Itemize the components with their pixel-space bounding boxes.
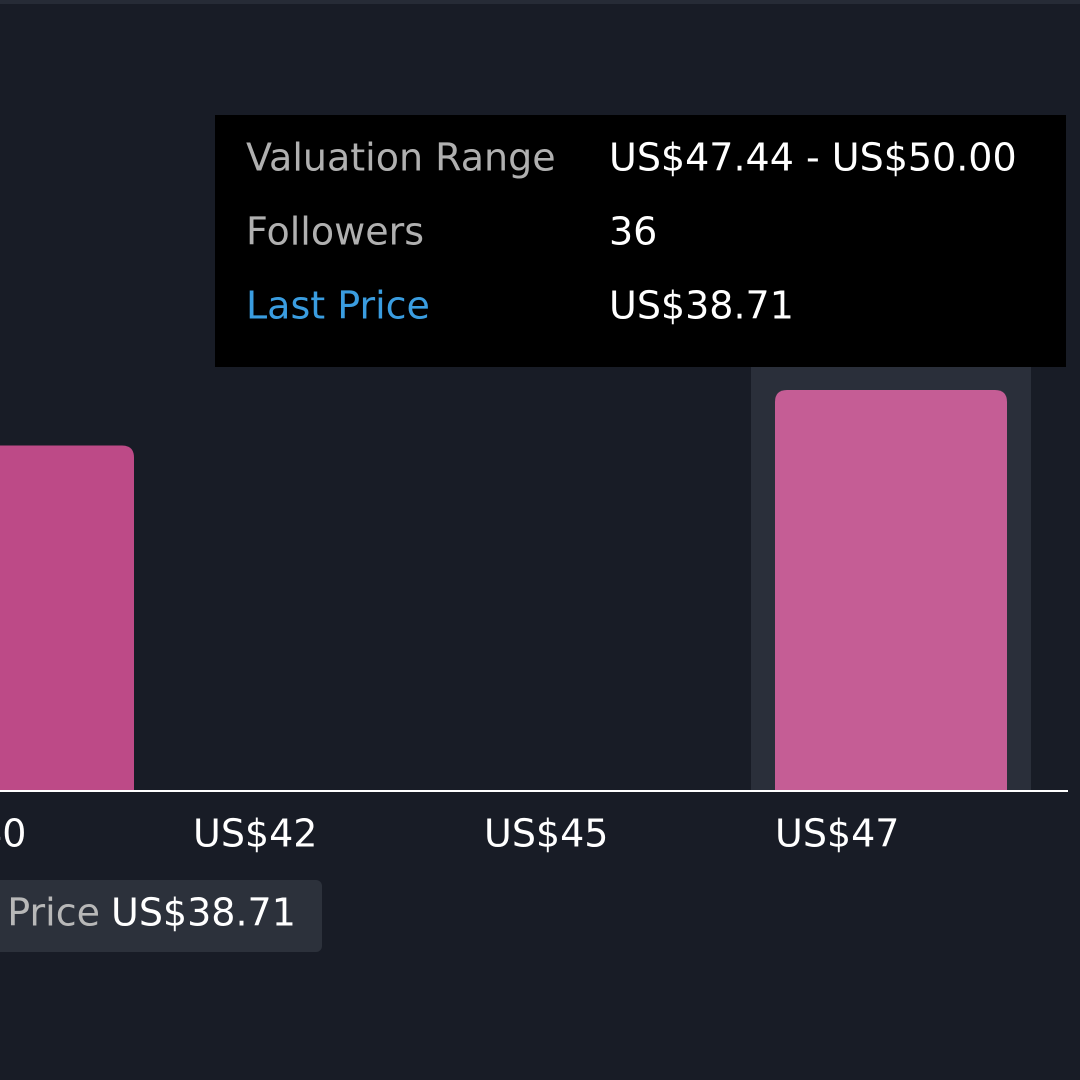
tooltip: Valuation Range US$47.44 - US$50.00 Follow… — [215, 115, 1066, 367]
tooltip-value: 36 — [609, 210, 657, 254]
x-tick-label: US$47 — [775, 812, 899, 856]
x-labels: US$40 US$42 US$45 US$47 — [0, 812, 899, 856]
tooltip-label: Followers — [246, 210, 424, 254]
badge-label: Last Price — [0, 891, 100, 935]
tooltip-value: US$38.71 — [609, 284, 794, 328]
bar — [0, 445, 134, 790]
tooltip-bg — [215, 115, 1066, 367]
tooltip-label: Valuation Range — [246, 136, 556, 180]
top-border — [0, 0, 1080, 4]
badge-value: US$38.71 — [111, 891, 296, 935]
x-tick-label: US$40 — [0, 812, 26, 856]
plot — [0, 367, 1031, 790]
x-tick-label: US$42 — [193, 812, 317, 856]
tooltip-label: Last Price — [246, 284, 430, 328]
last-price-badge[interactable]: Last Price US$38.71 — [0, 880, 322, 952]
x-tick-label: US$45 — [484, 812, 608, 856]
badge-bg — [0, 880, 322, 952]
tooltip-value: US$47.44 - US$50.00 — [609, 136, 1017, 180]
bar — [775, 390, 1007, 790]
